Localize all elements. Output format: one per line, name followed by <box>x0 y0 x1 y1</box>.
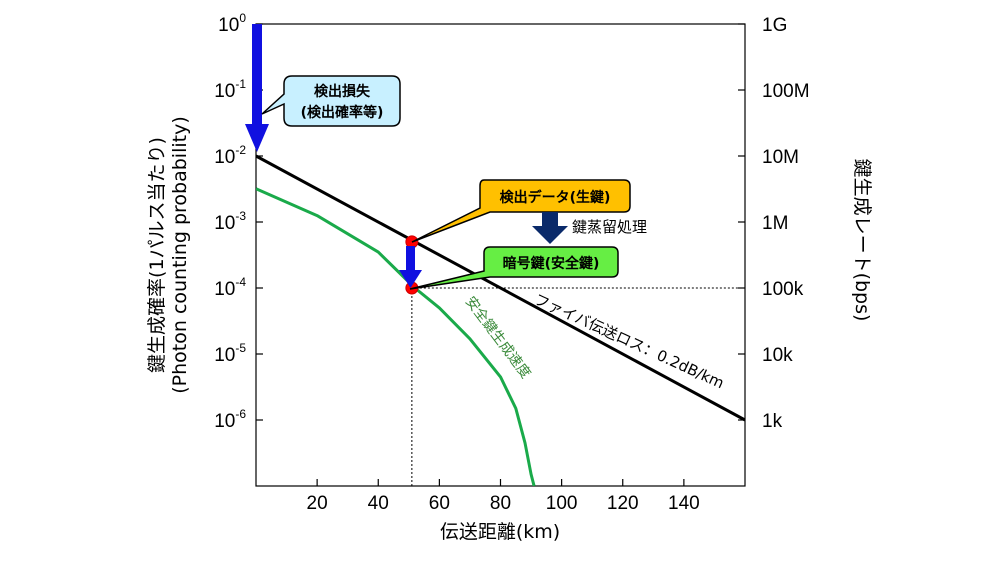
distill-arrow-icon <box>532 212 568 244</box>
y-tick-label-left: 100 <box>218 11 246 36</box>
x-axis-label: 伝送距離(km) <box>440 521 560 543</box>
crypto-callout: 暗号鍵(安全鍵) <box>409 246 619 290</box>
crypto-callout-text: 暗号鍵(安全鍵) <box>503 255 600 272</box>
x-tick-label: 80 <box>490 493 511 514</box>
y-tick-label-left: 10-2 <box>214 143 246 168</box>
y-axis-label-right: 鍵生成レート(bps) <box>851 159 873 322</box>
y-tick-label-right: 1k <box>762 411 783 432</box>
y-tick-label-right: 100M <box>762 81 810 102</box>
y-tick-label-right: 1G <box>762 15 787 36</box>
key-down-arrow-icon <box>399 246 422 288</box>
y-tick-label-right: 1M <box>762 213 788 234</box>
y-axis-label-left-sub: (Photon counting probability) <box>169 116 191 394</box>
detect-callout-text: 検出データ(生鍵) <box>500 189 611 206</box>
secure-key-curve <box>256 187 536 486</box>
x-tick-label: 20 <box>307 493 328 514</box>
y-axis-label-left: 鍵生成確率(1パルス当たり) <box>146 137 168 373</box>
x-tick-label: 60 <box>429 493 450 514</box>
reference-lines <box>411 287 745 486</box>
secure-rate-label: 安全鍵生成速度 <box>462 293 535 381</box>
x-tick-label: 100 <box>546 493 578 514</box>
y-tick-label-left: 10-4 <box>214 275 246 300</box>
y-tick-label-right: 10k <box>762 345 793 366</box>
x-tick-label: 40 <box>368 493 389 514</box>
ticks: 20 40 60 80 100 120 140 100 10-1 10-2 10-3 10-4 10-5… <box>214 11 809 514</box>
y-tick-label-left: 10-6 <box>214 407 246 432</box>
loss-callout-line2: (検出確率等) <box>301 104 384 121</box>
y-tick-label-left: 10-1 <box>214 77 246 102</box>
loss-callout-line1: 検出損失 <box>314 83 371 100</box>
y-tick-label-left: 10-5 <box>214 341 246 366</box>
x-tick-label: 140 <box>668 493 700 514</box>
y-tick-label-right: 100k <box>762 279 804 300</box>
distill-label: 鍵蒸留処理 <box>572 218 647 236</box>
loss-arrow-icon <box>245 24 269 152</box>
detect-callout: 検出データ(生鍵) <box>411 179 631 243</box>
y-tick-label-left: 10-3 <box>214 209 246 234</box>
y-tick-label-right: 10M <box>762 147 799 168</box>
fiber-loss-label: ファイバ伝送ロス：0.2dB/km <box>531 290 727 392</box>
x-tick-label: 120 <box>607 493 639 514</box>
loss-callout: 検出損失 (検出確率等) <box>261 75 401 127</box>
